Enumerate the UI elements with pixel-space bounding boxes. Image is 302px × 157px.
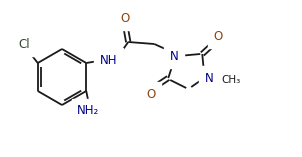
Text: O: O [214,30,223,43]
Text: N: N [205,71,214,84]
Text: Cl: Cl [18,38,30,51]
Text: NH: NH [99,54,117,67]
Text: O: O [147,87,156,100]
Text: CH₃: CH₃ [222,75,241,85]
Text: N: N [170,49,178,62]
Text: O: O [120,11,130,24]
Text: NH₂: NH₂ [77,105,99,117]
